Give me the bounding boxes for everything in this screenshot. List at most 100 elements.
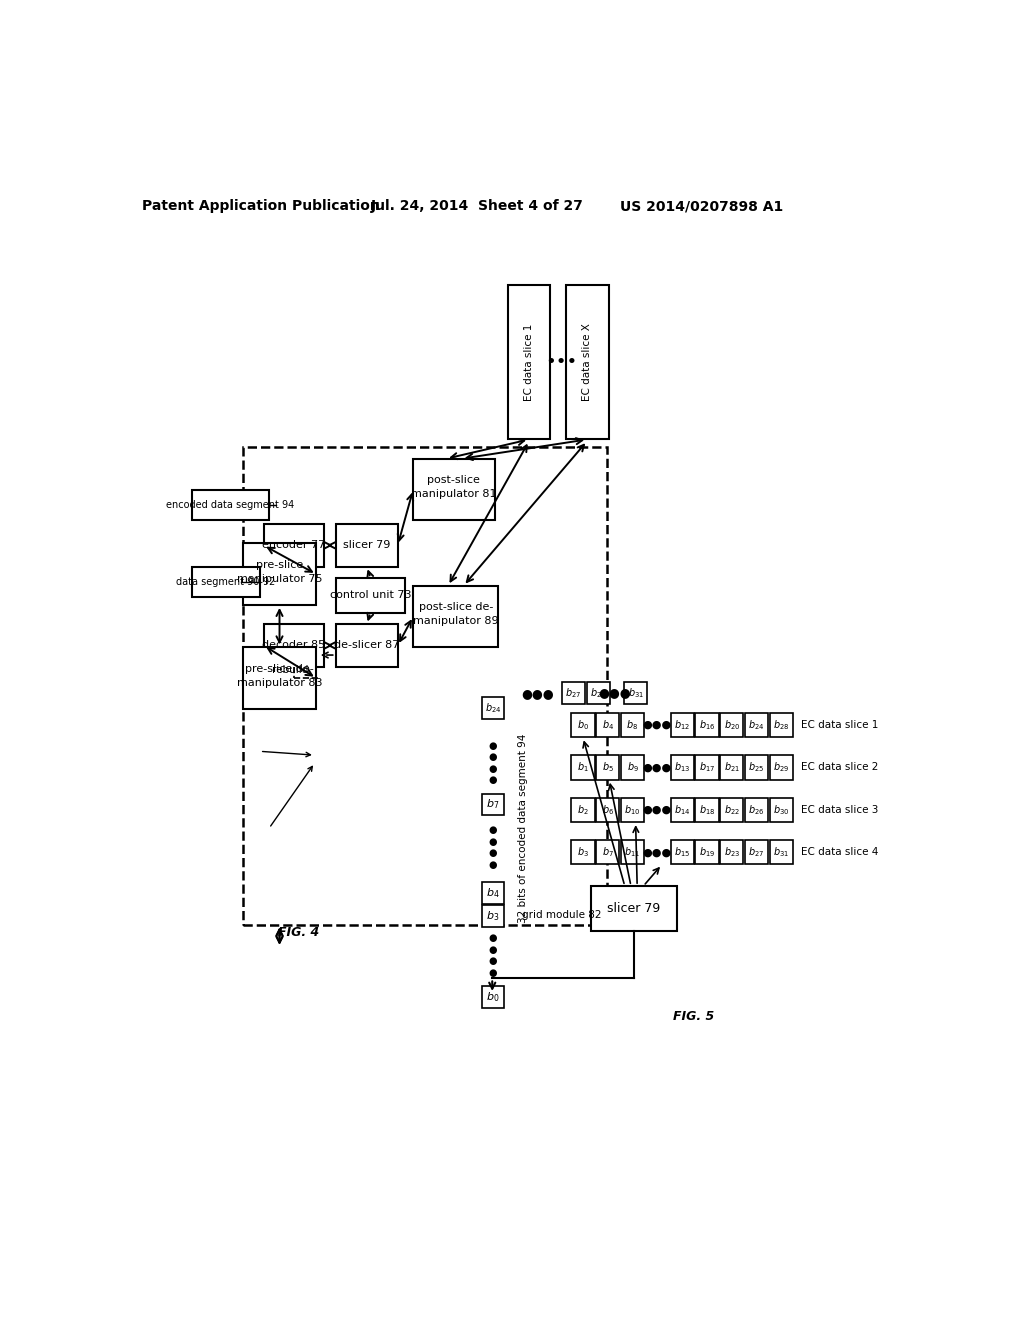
Text: manipulator 75: manipulator 75 bbox=[237, 574, 323, 583]
FancyBboxPatch shape bbox=[695, 755, 719, 780]
Text: $b_{24}$: $b_{24}$ bbox=[484, 701, 502, 715]
Text: $b_4$: $b_4$ bbox=[486, 886, 500, 900]
Text: Jul. 24, 2014  Sheet 4 of 27: Jul. 24, 2014 Sheet 4 of 27 bbox=[371, 199, 584, 213]
FancyBboxPatch shape bbox=[482, 882, 504, 904]
FancyBboxPatch shape bbox=[770, 713, 793, 738]
FancyBboxPatch shape bbox=[770, 755, 793, 780]
FancyBboxPatch shape bbox=[587, 682, 610, 704]
FancyBboxPatch shape bbox=[562, 682, 586, 704]
FancyBboxPatch shape bbox=[336, 524, 397, 566]
Text: EC data slice 3: EC data slice 3 bbox=[801, 805, 878, 814]
Text: EC data slice 2: EC data slice 2 bbox=[801, 763, 878, 772]
FancyBboxPatch shape bbox=[695, 713, 719, 738]
Text: $b_{23}$: $b_{23}$ bbox=[724, 845, 740, 859]
Text: data segment 90-92: data segment 90-92 bbox=[176, 577, 275, 587]
Text: slicer 79: slicer 79 bbox=[343, 540, 390, 550]
Text: EC data slice 1: EC data slice 1 bbox=[801, 721, 878, 730]
FancyBboxPatch shape bbox=[482, 986, 504, 1007]
FancyBboxPatch shape bbox=[336, 624, 397, 667]
FancyBboxPatch shape bbox=[671, 755, 693, 780]
Text: $b_{28}$: $b_{28}$ bbox=[773, 718, 790, 733]
Text: FIG. 4: FIG. 4 bbox=[278, 925, 319, 939]
Text: ●●●: ●●● bbox=[643, 847, 672, 857]
Text: $b_2$: $b_2$ bbox=[578, 803, 589, 817]
Text: encoder 77: encoder 77 bbox=[262, 540, 326, 550]
FancyBboxPatch shape bbox=[482, 793, 504, 816]
Text: $b_1$: $b_1$ bbox=[578, 760, 589, 775]
Text: rebuild: rebuild bbox=[271, 665, 308, 676]
FancyBboxPatch shape bbox=[263, 624, 324, 667]
Text: ●
●: ● ● bbox=[488, 956, 498, 978]
Text: $b_{13}$: $b_{13}$ bbox=[674, 760, 690, 775]
Text: 32 bits of encoded data segment 94: 32 bits of encoded data segment 94 bbox=[518, 734, 528, 923]
Text: $b_{29}$: $b_{29}$ bbox=[773, 760, 790, 775]
Text: EC data slice 1: EC data slice 1 bbox=[524, 323, 535, 401]
FancyBboxPatch shape bbox=[414, 459, 495, 520]
FancyBboxPatch shape bbox=[596, 755, 620, 780]
Text: ●
●: ● ● bbox=[488, 763, 498, 785]
Text: $b_{26}$: $b_{26}$ bbox=[749, 803, 765, 817]
Text: ●
●: ● ● bbox=[488, 933, 498, 954]
Text: ●●●: ●●● bbox=[598, 686, 631, 700]
Text: de-slicer 87: de-slicer 87 bbox=[334, 640, 399, 651]
FancyBboxPatch shape bbox=[263, 524, 324, 566]
FancyBboxPatch shape bbox=[720, 713, 743, 738]
Text: $b_0$: $b_0$ bbox=[486, 990, 500, 1003]
FancyBboxPatch shape bbox=[191, 490, 269, 520]
Text: Patent Application Publication: Patent Application Publication bbox=[142, 199, 380, 213]
Text: post-slice de-: post-slice de- bbox=[419, 602, 493, 612]
Text: $b_{24}$: $b_{24}$ bbox=[749, 718, 765, 733]
Text: ●●●: ●●● bbox=[521, 686, 554, 700]
Text: $b_3$: $b_3$ bbox=[486, 909, 500, 923]
Text: ●●●: ●●● bbox=[643, 763, 672, 772]
Text: $b_{25}$: $b_{25}$ bbox=[749, 760, 765, 775]
Text: $b_{10}$: $b_{10}$ bbox=[625, 803, 641, 817]
FancyBboxPatch shape bbox=[744, 840, 768, 865]
FancyBboxPatch shape bbox=[596, 840, 620, 865]
Text: pre-slice: pre-slice bbox=[256, 560, 303, 570]
Text: pre-slice de-: pre-slice de- bbox=[245, 664, 314, 675]
Text: slicer 79: slicer 79 bbox=[607, 902, 660, 915]
FancyBboxPatch shape bbox=[770, 797, 793, 822]
Text: $b_{20}$: $b_{20}$ bbox=[724, 718, 740, 733]
FancyBboxPatch shape bbox=[621, 755, 644, 780]
FancyBboxPatch shape bbox=[695, 840, 719, 865]
FancyBboxPatch shape bbox=[336, 578, 406, 612]
Text: $b_{27}$: $b_{27}$ bbox=[565, 686, 582, 700]
FancyBboxPatch shape bbox=[720, 840, 743, 865]
Text: $b_{16}$: $b_{16}$ bbox=[698, 718, 715, 733]
FancyBboxPatch shape bbox=[592, 886, 677, 931]
Text: $b_{11}$: $b_{11}$ bbox=[625, 845, 641, 859]
Text: $b_{22}$: $b_{22}$ bbox=[724, 803, 739, 817]
Text: $b_6$: $b_6$ bbox=[602, 803, 613, 817]
Text: $b_{12}$: $b_{12}$ bbox=[674, 718, 690, 733]
Text: ●●●: ●●● bbox=[643, 805, 672, 814]
Text: $b_3$: $b_3$ bbox=[577, 845, 589, 859]
FancyBboxPatch shape bbox=[671, 797, 693, 822]
Text: $b_7$: $b_7$ bbox=[486, 797, 500, 812]
FancyBboxPatch shape bbox=[566, 285, 608, 440]
Text: ●
●: ● ● bbox=[488, 825, 498, 847]
FancyBboxPatch shape bbox=[671, 840, 693, 865]
Text: $b_{19}$: $b_{19}$ bbox=[698, 845, 715, 859]
FancyBboxPatch shape bbox=[744, 797, 768, 822]
FancyBboxPatch shape bbox=[571, 840, 595, 865]
FancyBboxPatch shape bbox=[621, 797, 644, 822]
Text: $b_4$: $b_4$ bbox=[602, 718, 613, 733]
FancyBboxPatch shape bbox=[720, 797, 743, 822]
FancyBboxPatch shape bbox=[482, 906, 504, 927]
Text: ●
●: ● ● bbox=[488, 849, 498, 870]
Text: •••: ••• bbox=[545, 354, 578, 371]
FancyBboxPatch shape bbox=[243, 544, 316, 605]
FancyBboxPatch shape bbox=[596, 797, 620, 822]
FancyBboxPatch shape bbox=[571, 713, 595, 738]
FancyBboxPatch shape bbox=[744, 755, 768, 780]
Text: $b_{28}$: $b_{28}$ bbox=[590, 686, 606, 700]
Text: manipulator 83: manipulator 83 bbox=[237, 677, 323, 688]
Text: grid module 82: grid module 82 bbox=[522, 911, 602, 920]
Text: ●
●: ● ● bbox=[488, 741, 498, 762]
Text: $b_{31}$: $b_{31}$ bbox=[773, 845, 790, 859]
Text: encoded data segment 94: encoded data segment 94 bbox=[166, 500, 295, 510]
FancyBboxPatch shape bbox=[596, 713, 620, 738]
Text: $b_7$: $b_7$ bbox=[602, 845, 613, 859]
